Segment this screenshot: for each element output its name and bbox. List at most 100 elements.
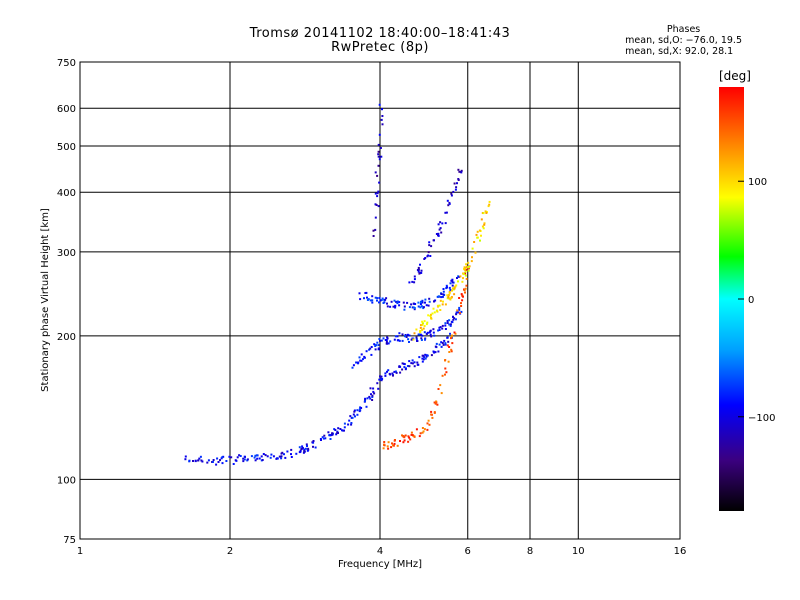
scatter-point — [440, 341, 443, 344]
y-tick-label: 75 — [63, 535, 76, 546]
scatter-point — [437, 232, 440, 235]
scatter-point — [234, 459, 237, 462]
scatter-point — [439, 299, 442, 302]
scatter-point — [451, 289, 453, 292]
scatter-point — [450, 194, 453, 197]
scatter-point — [465, 284, 468, 287]
scatter-point — [401, 434, 403, 437]
scatter-point — [403, 436, 406, 439]
scatter-point — [415, 428, 418, 431]
scatter-point — [423, 320, 426, 323]
scatter-point — [408, 334, 411, 337]
scatter-point — [422, 306, 425, 309]
scatter-point — [436, 403, 439, 406]
scatter-point — [394, 306, 397, 309]
scatter-point — [413, 435, 416, 438]
scatter-point — [369, 397, 372, 400]
scatter-point — [467, 266, 470, 268]
scatter-point — [426, 255, 429, 258]
scatter-point — [463, 267, 466, 270]
scatter-point — [402, 435, 405, 437]
scatter-point — [444, 303, 447, 306]
chart-title: Tromsø 20141102 18:40:00–18:41:43 — [249, 26, 511, 41]
scatter-point — [446, 199, 449, 202]
scatter-point — [417, 301, 420, 304]
scatter-point — [376, 382, 379, 385]
scatter-point — [457, 311, 460, 314]
scatter-point — [438, 329, 441, 331]
scatter-point — [435, 400, 438, 403]
scatter-point — [452, 315, 454, 318]
scatter-point — [438, 343, 441, 346]
scatter-point — [417, 305, 420, 308]
scatter-point — [386, 337, 389, 340]
scatter-point — [457, 178, 460, 180]
scatter-point — [379, 339, 381, 342]
scatter-point — [460, 293, 463, 296]
scatter-point — [184, 455, 187, 458]
scatter-point — [385, 341, 388, 343]
scatter-point — [323, 434, 326, 437]
scatter-point — [376, 297, 379, 300]
scatter-point — [353, 410, 356, 413]
scatter-point — [429, 315, 432, 317]
scatter-point — [461, 280, 464, 283]
scatter-point — [430, 413, 433, 416]
scatter-point — [442, 293, 445, 296]
scatter-point — [384, 374, 387, 377]
scatter-point — [408, 281, 411, 284]
scatter-point — [341, 429, 343, 432]
scatter-point — [399, 440, 401, 442]
y-tick-label: 750 — [57, 58, 76, 69]
scatter-point — [411, 280, 414, 283]
scatter-point — [381, 378, 384, 380]
scatter-point — [444, 222, 447, 225]
scatter-point — [453, 317, 456, 320]
scatter-point — [420, 337, 423, 340]
scatter-point — [434, 351, 437, 354]
scatter-point — [417, 266, 420, 269]
scatter-point — [376, 299, 378, 302]
scatter-point — [464, 274, 467, 277]
scatter-point — [392, 374, 394, 377]
scatter-point — [441, 327, 444, 330]
scatter-point — [449, 288, 452, 291]
scatter-point — [426, 354, 429, 357]
scatter-point — [446, 336, 449, 339]
scatter-point — [254, 459, 257, 462]
scatter-point — [423, 331, 426, 334]
scatter-point — [398, 339, 401, 342]
colorbar-tick-label: 100 — [748, 177, 767, 188]
scatter-point — [416, 340, 419, 342]
scatter-point — [377, 150, 380, 153]
scatter-point — [424, 357, 427, 360]
scatter-point — [444, 322, 447, 325]
scatter-point — [276, 457, 279, 460]
scatter-point — [434, 345, 437, 348]
scatter-point — [312, 445, 314, 448]
scatter-point — [446, 297, 449, 300]
scatter-point — [421, 299, 424, 302]
x-ticks: 1 2 4 6 8 10 16 — [77, 546, 687, 557]
scatter-point — [378, 378, 381, 381]
scatter-point — [374, 348, 377, 351]
scatter-point — [440, 293, 443, 295]
scatter-point — [404, 334, 407, 336]
scatter-point — [418, 272, 421, 275]
grid — [80, 62, 680, 539]
scatter-point — [422, 358, 425, 361]
scatter-point — [420, 339, 423, 341]
y-ticks: 75 100 200 300 400 500 600 750 — [57, 58, 76, 546]
scatter-point — [408, 436, 411, 439]
scatter-point — [485, 212, 488, 214]
scatter-point — [462, 273, 465, 276]
scatter-point — [396, 335, 399, 338]
scatter-point — [457, 280, 459, 283]
scatter-point — [364, 400, 366, 403]
scatter-point — [389, 340, 392, 343]
scatter-point — [376, 341, 379, 344]
scatter-point — [320, 439, 322, 441]
scatter-point — [275, 457, 278, 460]
scatter-point — [478, 229, 481, 232]
scatter-point — [438, 304, 441, 307]
